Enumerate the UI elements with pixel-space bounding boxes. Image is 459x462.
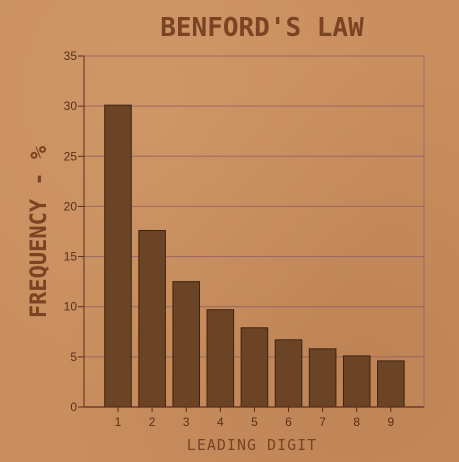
x-tick-label: 4	[217, 415, 224, 429]
x-tick-label: 5	[251, 415, 258, 429]
bars	[104, 104, 405, 408]
x-tick-label: 8	[353, 415, 360, 429]
y-tick-label: 5	[70, 350, 77, 364]
y-tick-label: 25	[64, 149, 78, 163]
bar-digit-9	[377, 360, 405, 408]
y-tick-label: 15	[64, 250, 78, 264]
y-tick-labels: 0 5 10 15 20 25 30 35	[64, 49, 78, 414]
x-tick-label: 6	[285, 415, 292, 429]
x-axis-label: LEADING DIGIT	[187, 436, 317, 454]
bar-digit-1	[104, 104, 132, 408]
x-tick-label: 1	[115, 415, 122, 429]
bar-digit-3	[172, 281, 201, 408]
bar-digit-2	[138, 229, 166, 408]
y-axis-label: FREQUENCY - %	[27, 145, 52, 318]
bar-digit-8	[342, 355, 371, 408]
x-tick-label: 2	[149, 415, 156, 429]
bar-digit-6	[274, 339, 303, 408]
y-tick-label: 0	[70, 400, 77, 414]
y-tick-label: 35	[64, 49, 78, 63]
y-tick-label: 10	[64, 300, 78, 314]
bar-digit-5	[240, 327, 269, 408]
bar-digit-4	[206, 309, 235, 408]
chart-title: BENFORD'S LAW	[160, 13, 364, 43]
y-tick-label: 30	[64, 99, 78, 113]
bar-digit-7	[308, 348, 337, 408]
x-tick-label: 3	[183, 415, 190, 429]
x-tick-label: 7	[319, 415, 326, 429]
y-tick-label: 20	[64, 199, 78, 213]
x-tick-labels: 1 2 3 4 5 6 7 8 9	[115, 407, 394, 429]
x-tick-label: 9	[387, 415, 394, 429]
